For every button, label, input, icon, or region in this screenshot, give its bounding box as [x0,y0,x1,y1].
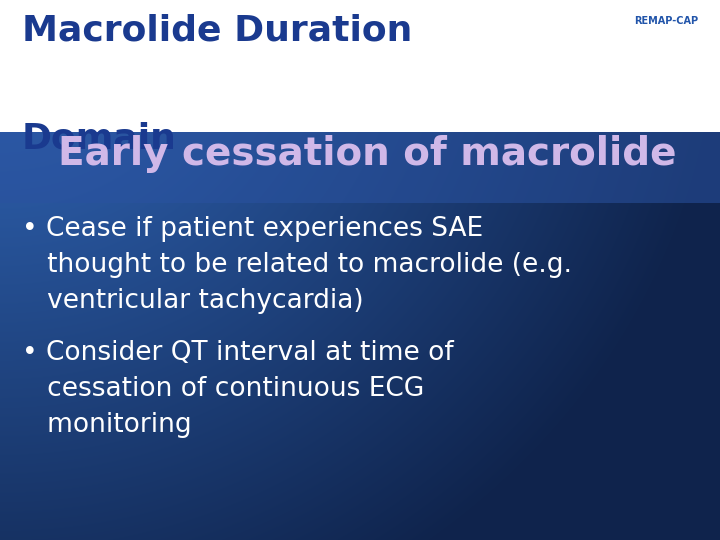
Text: • Cease if patient experiences SAE
   thought to be related to macrolide (e.g.
 : • Cease if patient experiences SAE thoug… [22,216,572,314]
Bar [0,132,720,202]
Text: Macrolide Duration: Macrolide Duration [22,14,412,48]
Text: Early cessation of macrolide: Early cessation of macrolide [58,135,676,173]
Text: • Consider QT interval at time of
   cessation of continuous ECG
   monitoring: • Consider QT interval at time of cessat… [22,340,454,438]
Text: REMAP-CAP: REMAP-CAP [634,16,698,26]
Text: Domain: Domain [22,122,176,156]
Bar [0,0,720,132]
